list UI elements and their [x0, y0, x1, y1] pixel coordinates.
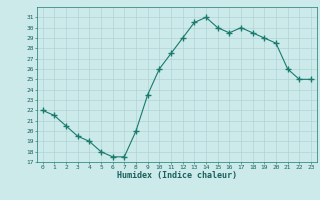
- X-axis label: Humidex (Indice chaleur): Humidex (Indice chaleur): [117, 171, 237, 180]
